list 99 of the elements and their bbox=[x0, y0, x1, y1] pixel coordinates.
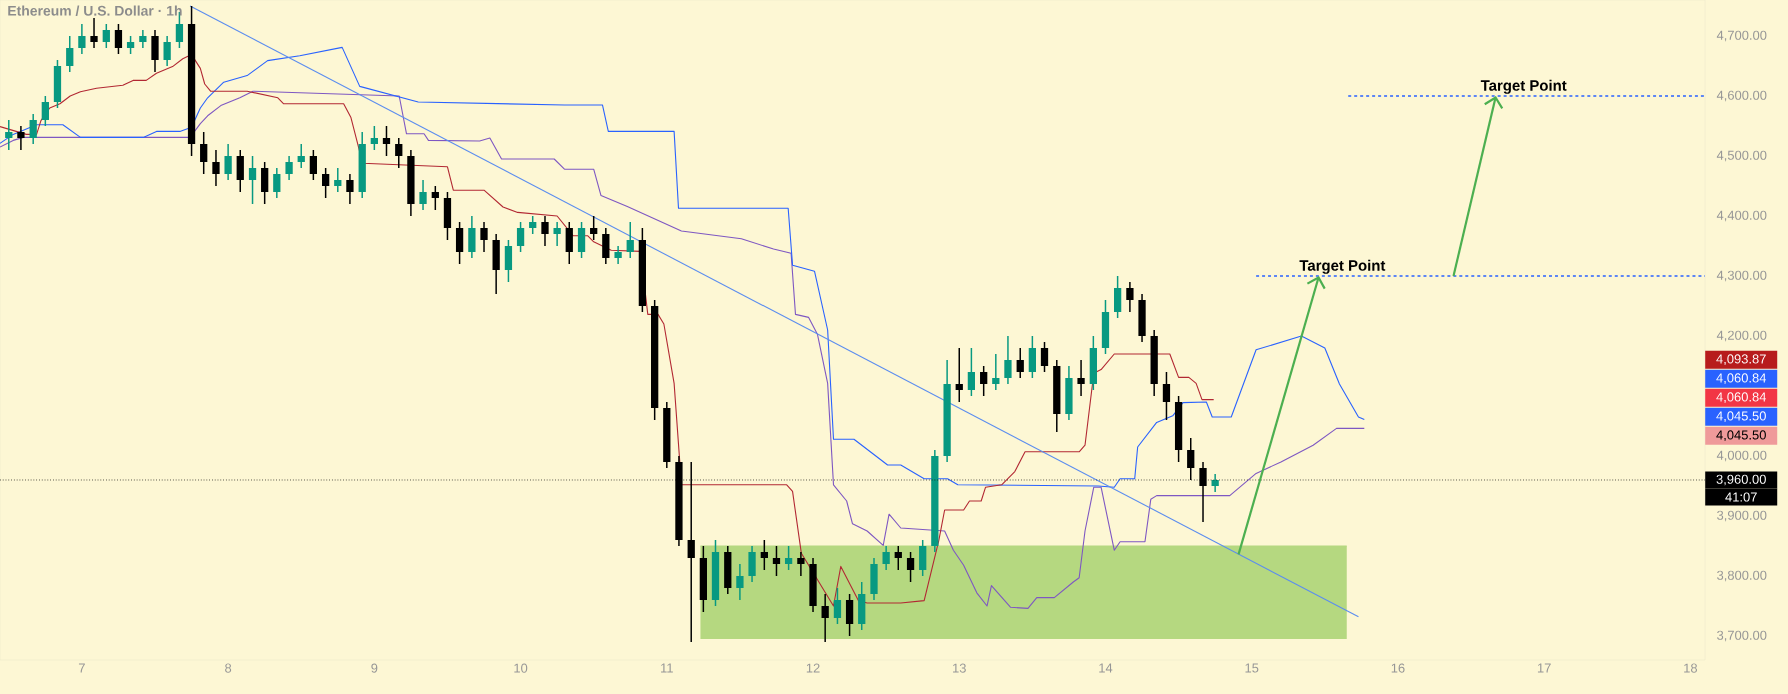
y-tick-label: 4,000.00 bbox=[1716, 450, 1767, 462]
candlestick bbox=[455, 221, 464, 265]
candlestick bbox=[1016, 347, 1024, 379]
candlestick bbox=[261, 161, 269, 205]
y-tick-label: 3,700.00 bbox=[1717, 630, 1767, 642]
candlestick bbox=[322, 167, 330, 199]
x-tick-label: 17 bbox=[1537, 663, 1551, 673]
y-tick-label: 4,400.00 bbox=[1716, 210, 1767, 222]
candlestick bbox=[224, 143, 232, 181]
candlestick bbox=[772, 545, 781, 577]
y-tick-label: 4,500.00 bbox=[1716, 150, 1767, 162]
y-tick-label: 4,300.00 bbox=[1716, 270, 1767, 282]
candlestick bbox=[370, 125, 378, 151]
candlestick bbox=[1113, 275, 1122, 319]
candlestick bbox=[334, 167, 342, 193]
x-tick-label: 15 bbox=[1245, 663, 1259, 673]
text: 4,060.84 bbox=[1716, 373, 1767, 385]
candlestick bbox=[66, 35, 74, 73]
x-tick-label: 16 bbox=[1391, 663, 1405, 673]
candlestick bbox=[41, 95, 49, 127]
candlestick bbox=[1211, 473, 1219, 493]
candlestick bbox=[200, 131, 208, 175]
x-tick-label: 14 bbox=[1099, 663, 1113, 673]
candlestick bbox=[309, 149, 318, 181]
candlestick bbox=[736, 563, 744, 601]
candlestick bbox=[833, 587, 842, 625]
candlestick bbox=[78, 23, 86, 55]
text: 4,045.50 bbox=[1716, 411, 1766, 423]
chart-title: Ethereum / U.S. Dollar · 1h bbox=[8, 5, 182, 16]
candlestick bbox=[955, 347, 963, 403]
candlestick bbox=[504, 239, 513, 283]
candlestick bbox=[541, 215, 549, 247]
candlestick bbox=[967, 347, 976, 397]
candlestick bbox=[516, 221, 525, 253]
candlestick bbox=[626, 221, 634, 259]
candlestick bbox=[102, 23, 110, 49]
x-tick-label: 13 bbox=[953, 663, 966, 673]
candlestick bbox=[5, 119, 13, 151]
candlestick bbox=[382, 125, 391, 157]
candlestick bbox=[980, 365, 988, 397]
y-tick-label: 3,800.00 bbox=[1717, 570, 1767, 582]
candlestick bbox=[992, 353, 1000, 391]
candlestick bbox=[797, 551, 805, 577]
text: 4,093.87 bbox=[1716, 354, 1766, 366]
candlestick bbox=[273, 167, 281, 199]
candlestick bbox=[760, 539, 768, 571]
y-tick-label: 4,200.00 bbox=[1716, 330, 1767, 342]
text: 41:07 bbox=[1725, 492, 1757, 502]
x-tick-label: 12 bbox=[806, 663, 820, 673]
candlestick bbox=[906, 551, 915, 583]
y-tick-label: 4,700.00 bbox=[1716, 30, 1767, 42]
candlestick bbox=[784, 545, 793, 571]
ref-line-label: Target Point bbox=[1299, 259, 1386, 274]
candlestick bbox=[163, 35, 171, 67]
candlestick bbox=[395, 137, 403, 169]
candlestick bbox=[90, 17, 98, 49]
text: 4,060.84 bbox=[1716, 392, 1767, 404]
x-tick-label: 10 bbox=[514, 663, 528, 673]
candlestick bbox=[248, 155, 257, 205]
candlestick bbox=[1162, 371, 1171, 421]
text: 4,045.50 bbox=[1716, 430, 1766, 442]
candlestick bbox=[236, 149, 244, 193]
candlestick bbox=[894, 545, 902, 571]
x-tick-label: 7 bbox=[78, 663, 85, 673]
x-tick-label: 11 bbox=[661, 663, 673, 673]
ref-line-label: Target Point bbox=[1480, 79, 1567, 94]
candlestick bbox=[151, 29, 159, 73]
candlestick bbox=[845, 593, 854, 637]
candlestick bbox=[590, 215, 598, 241]
candlestick bbox=[748, 545, 756, 583]
candlestick bbox=[577, 221, 586, 259]
y-tick-label: 4,600.00 bbox=[1716, 90, 1767, 102]
ref-line-label: 3,960.00 bbox=[1716, 474, 1766, 486]
candlestick bbox=[602, 227, 610, 265]
candlestick bbox=[1028, 335, 1037, 379]
x-tick-label: 8 bbox=[225, 663, 232, 673]
candlestick bbox=[212, 149, 220, 187]
candlestick bbox=[285, 155, 293, 181]
x-tick-label: 9 bbox=[371, 663, 378, 673]
candlestick bbox=[431, 185, 439, 211]
candlestick bbox=[419, 179, 427, 211]
candlestick bbox=[346, 173, 354, 205]
x-tick-label: 18 bbox=[1684, 663, 1698, 673]
candlestick bbox=[114, 23, 123, 55]
candlestick bbox=[297, 143, 305, 169]
candlestick bbox=[553, 221, 561, 247]
candlestick bbox=[468, 215, 476, 259]
candlestick bbox=[565, 221, 573, 265]
candlestick bbox=[17, 125, 25, 151]
candlestick bbox=[480, 221, 488, 253]
candlestick bbox=[1077, 359, 1085, 397]
candlestick bbox=[1126, 281, 1134, 313]
candlestick bbox=[821, 593, 829, 643]
candlestick bbox=[882, 545, 890, 571]
y-tick-label: 3,900.00 bbox=[1717, 510, 1767, 522]
candlestick bbox=[1040, 341, 1049, 373]
candlestick bbox=[29, 113, 37, 145]
candlestick bbox=[919, 539, 927, 577]
candlestick bbox=[1004, 335, 1012, 385]
